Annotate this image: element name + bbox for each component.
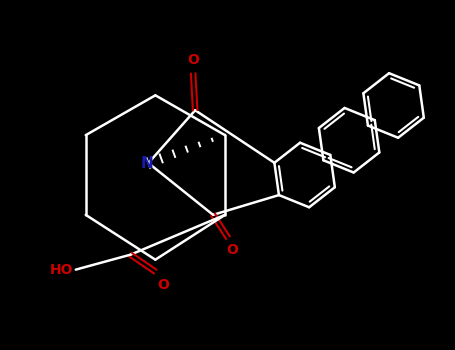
Text: O: O <box>157 278 170 292</box>
Text: N: N <box>141 155 154 170</box>
Text: O: O <box>187 52 199 66</box>
Text: HO: HO <box>50 262 74 276</box>
Text: O: O <box>227 243 238 257</box>
